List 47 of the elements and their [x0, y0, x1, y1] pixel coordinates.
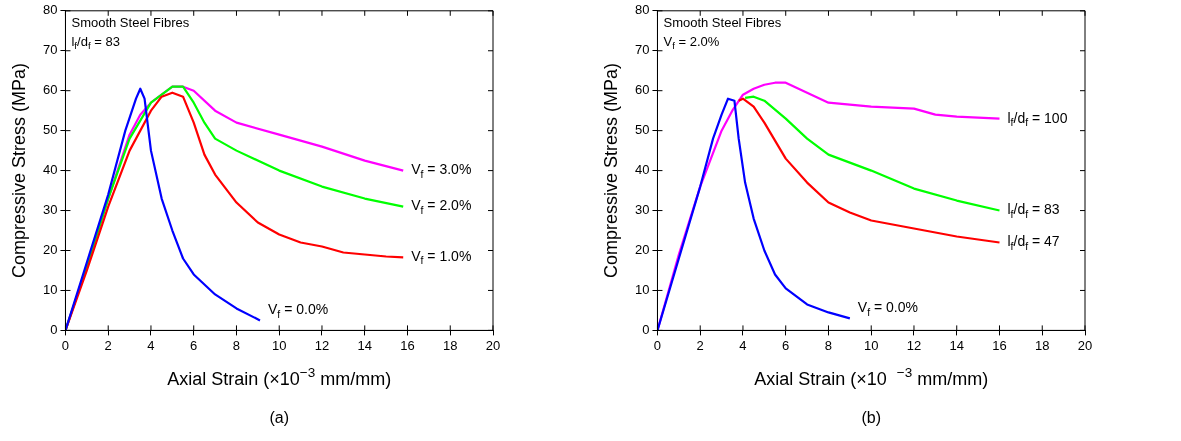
x-tick-label: 14 — [357, 337, 372, 353]
y-axis-title: Compressive Stress (MPa) — [8, 63, 29, 279]
x-tick-label: 12 — [314, 337, 330, 353]
x-tick-label: 8 — [824, 337, 833, 353]
x-tick-label: 14 — [949, 337, 964, 353]
y-tick-label: 0 — [50, 321, 58, 337]
x-tick-label: 12 — [906, 337, 922, 353]
y-tick-label: 70 — [634, 42, 650, 58]
x-tick-label: 20 — [1077, 337, 1093, 353]
y-tick-label: 50 — [634, 122, 650, 138]
y-axis-title: Compressive Stress (MPa) — [600, 63, 621, 279]
annotation: Smooth Steel Fibres — [71, 15, 190, 31]
x-tick-label: 10 — [272, 337, 287, 353]
y-tick-label: 10 — [42, 282, 58, 298]
y-tick-label: 50 — [42, 122, 58, 138]
x-tick-label: 4 — [739, 337, 747, 353]
x-tick-label: 10 — [864, 337, 879, 353]
x-tick-label: 16 — [992, 337, 1007, 353]
y-tick-label: 40 — [42, 162, 58, 178]
y-tick-label: 70 — [42, 42, 58, 58]
y-tick-label: 20 — [634, 242, 650, 258]
y-tick-label: 30 — [634, 202, 650, 218]
x-tick-label: 8 — [232, 337, 241, 353]
x-tick-label: 0 — [653, 337, 662, 353]
x-axis-title: Axial Strain (×10 −3 mm/mm) — [754, 364, 989, 390]
x-tick-label: 2 — [696, 337, 704, 353]
y-tick-label: 30 — [42, 202, 58, 218]
text: (b) — [861, 408, 882, 426]
y-tick-label: 60 — [42, 82, 58, 98]
x-tick-label: 4 — [147, 337, 155, 353]
x-tick-label: 6 — [190, 337, 198, 353]
y-tick-label: 10 — [634, 282, 650, 298]
y-tick-label: 20 — [42, 242, 58, 258]
x-tick-label: 20 — [485, 337, 501, 353]
x-tick-label: 18 — [1035, 337, 1050, 353]
x-tick-label: 6 — [782, 337, 790, 353]
y-tick-label: 0 — [642, 321, 650, 337]
x-tick-label: 18 — [443, 337, 458, 353]
y-tick-label: 80 — [634, 2, 650, 18]
y-tick-label: 60 — [634, 82, 650, 98]
x-tick-label: 0 — [61, 337, 70, 353]
annotation: Smooth Steel Fibres — [663, 15, 782, 31]
y-tick-label: 40 — [634, 162, 650, 178]
text: (a) — [269, 408, 290, 426]
y-tick-label: 80 — [42, 2, 58, 18]
x-tick-label: 16 — [400, 337, 415, 353]
x-tick-label: 2 — [104, 337, 112, 353]
